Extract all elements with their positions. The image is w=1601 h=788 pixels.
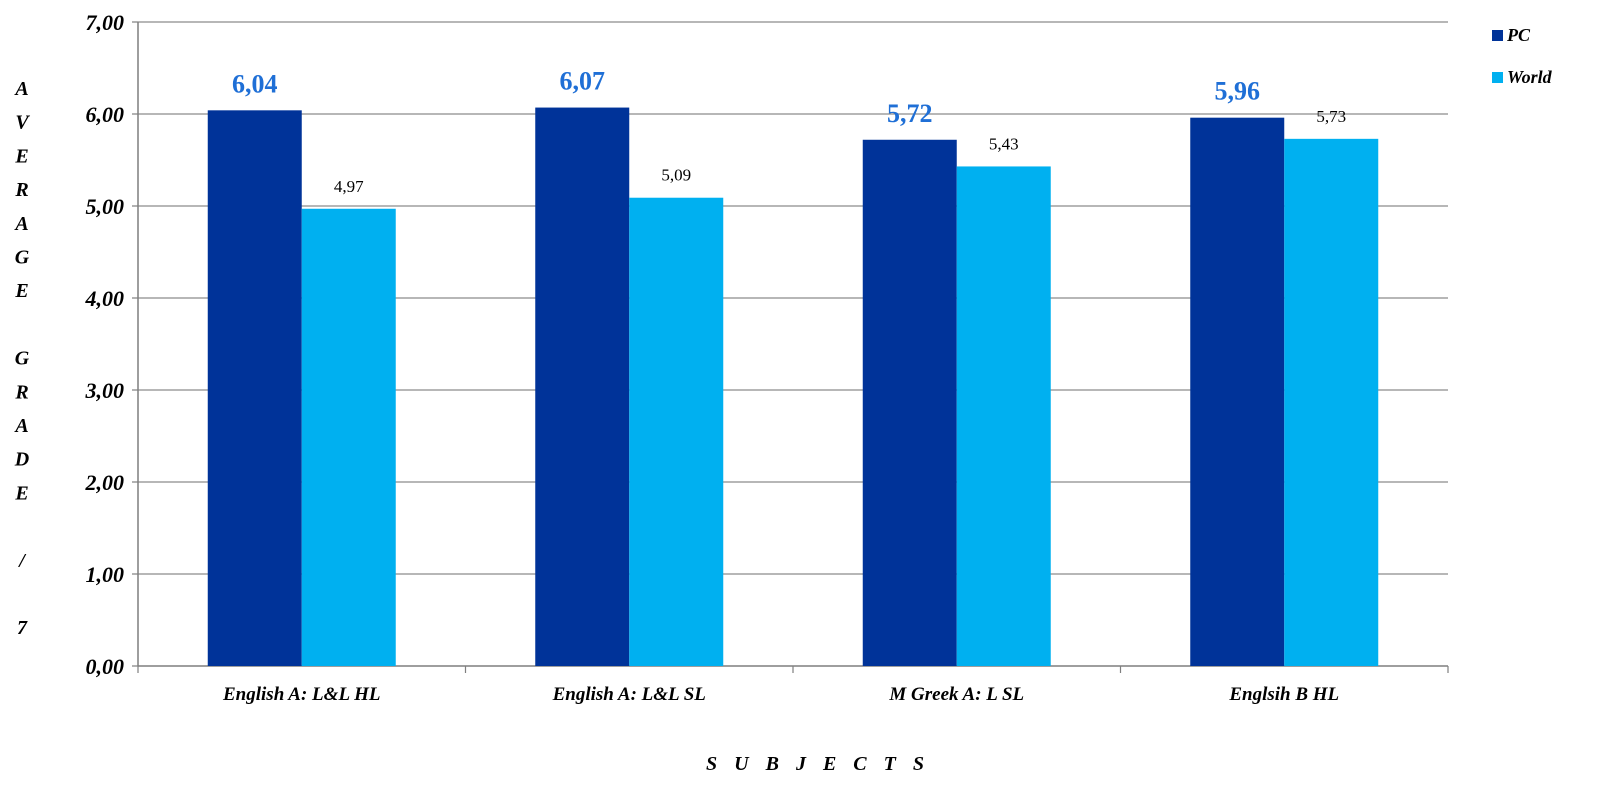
x-axis-ticks: English A: L&L HL English A: L&L SL M Gree… <box>137 666 1449 705</box>
bar-pc <box>862 139 957 666</box>
bar-pc <box>535 107 630 666</box>
data-label: 5,72 <box>887 99 933 128</box>
bar-world <box>301 208 396 666</box>
data-label: 5,73 <box>1316 107 1346 126</box>
y-axis-label-letter: A <box>13 415 28 437</box>
x-tick-label: M Greek A: L SL <box>888 684 1024 705</box>
data-label: 5,09 <box>661 166 691 185</box>
bar-world <box>956 166 1051 666</box>
y-tick-label: 5,00 <box>86 194 125 219</box>
bar-pc <box>207 110 302 666</box>
y-axis-label-letter: G <box>15 348 30 370</box>
y-tick-label: 7,00 <box>86 10 125 35</box>
x-tick-label: Englsih B HL <box>1228 684 1339 705</box>
y-axis-label-letter: E <box>14 145 28 167</box>
legend-swatch-world <box>1492 72 1503 83</box>
y-axis-label-letter: E <box>14 482 28 504</box>
y-tick-label: 2,00 <box>85 470 125 495</box>
y-tick-label: 6,00 <box>86 102 125 127</box>
bar-world <box>1284 138 1379 667</box>
y-axis-label-letter: A <box>13 78 28 100</box>
legend: PC World <box>1492 25 1553 87</box>
y-axis-label-letter: R <box>14 381 28 403</box>
data-label: 6,07 <box>560 67 606 96</box>
x-axis-label: S U B J E C T S <box>706 753 930 775</box>
x-tick-label: English A: L&L SL <box>552 684 706 705</box>
y-tick-label: 1,00 <box>86 562 125 587</box>
y-axis-ticks: 0,00 1,00 2,00 3,00 4,00 5,00 6,00 7,00 <box>85 10 125 679</box>
legend-label: World <box>1507 67 1553 87</box>
y-axis-label-letter: G <box>15 247 30 269</box>
bar-pc <box>1190 117 1285 667</box>
bar-world <box>629 197 724 666</box>
data-label: 6,04 <box>232 69 278 98</box>
y-axis-label-letter: V <box>15 112 30 134</box>
data-labels: 6,04 4,97 6,07 5,09 5,72 5,43 5,96 5,73 <box>232 67 1346 196</box>
y-axis-label-letter: / <box>17 550 27 572</box>
legend-label: PC <box>1506 25 1531 45</box>
bars <box>207 107 1379 667</box>
y-tick-label: 3,00 <box>85 378 125 403</box>
y-axis-label-letter: D <box>14 449 29 471</box>
data-label: 5,43 <box>989 134 1019 153</box>
y-axis-label-letter: R <box>14 179 28 201</box>
y-axis-label-letter: A <box>13 213 28 235</box>
y-tick-label: 4,00 <box>85 286 125 311</box>
data-label: 5,96 <box>1215 77 1261 106</box>
legend-swatch-pc <box>1492 30 1503 41</box>
y-tick-label: 0,00 <box>86 654 125 679</box>
y-axis-label-letter: E <box>14 280 28 302</box>
x-tick-label: English A: L&L HL <box>222 684 380 705</box>
y-axis-label-letter: 7 <box>17 617 28 639</box>
data-label: 4,97 <box>334 177 364 196</box>
